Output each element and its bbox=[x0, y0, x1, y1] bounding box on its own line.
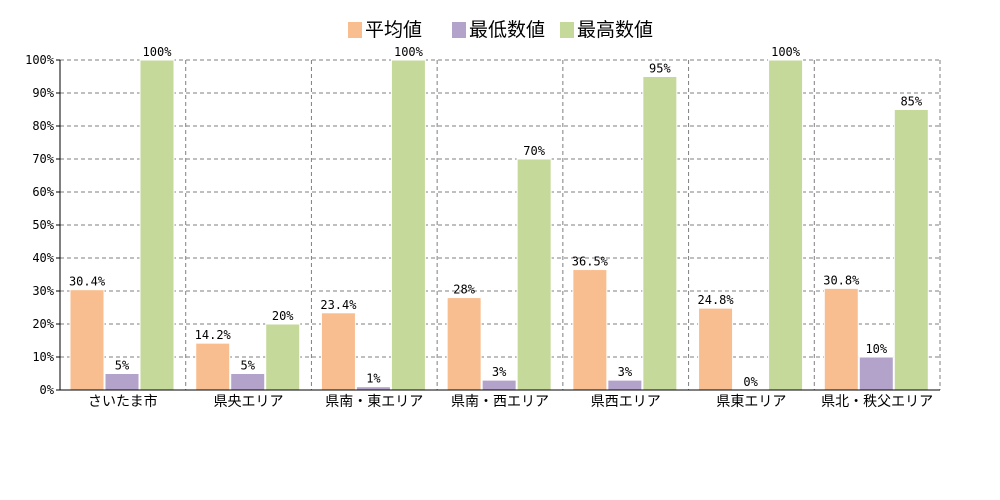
legend: 平均値 最低数値 最高数値 bbox=[348, 19, 653, 41]
bars bbox=[69, 59, 929, 391]
data-label: 3% bbox=[492, 365, 507, 379]
y-tick-label: 80% bbox=[32, 119, 54, 133]
bar bbox=[139, 59, 175, 391]
data-label: 30.8% bbox=[823, 273, 860, 287]
bar bbox=[481, 379, 517, 391]
legend-swatch bbox=[560, 22, 574, 38]
x-tick-label: 県北・秩父エリア bbox=[821, 394, 933, 410]
data-label: 1% bbox=[366, 372, 381, 386]
y-axis: 0% 10% 20% 30% 40% 50% 60% 70% 80% 90% 100% bbox=[25, 53, 61, 397]
data-label: 0% bbox=[743, 375, 758, 389]
data-label: 5% bbox=[240, 359, 255, 373]
data-label: 24.8% bbox=[698, 293, 735, 307]
y-tick-label: 90% bbox=[32, 86, 54, 100]
bar bbox=[230, 373, 266, 391]
y-tick-label: 10% bbox=[32, 350, 54, 364]
y-tick-label: 40% bbox=[32, 251, 54, 265]
data-label: 95% bbox=[649, 62, 671, 76]
legend-swatch bbox=[452, 22, 466, 38]
bar bbox=[768, 59, 804, 391]
bar bbox=[516, 158, 552, 391]
bar bbox=[390, 59, 426, 391]
bar bbox=[698, 307, 734, 391]
bar bbox=[104, 373, 140, 391]
y-tick-label: 60% bbox=[32, 185, 54, 199]
y-tick-label: 30% bbox=[32, 284, 54, 298]
data-label: 100% bbox=[771, 45, 801, 59]
data-label: 14.2% bbox=[195, 328, 232, 342]
legend-label: 平均値 bbox=[365, 19, 422, 41]
bar bbox=[446, 297, 482, 391]
data-label: 36.5% bbox=[572, 255, 609, 269]
y-tick-label: 20% bbox=[32, 317, 54, 331]
data-label: 10% bbox=[865, 342, 887, 356]
legend-swatch bbox=[348, 22, 362, 38]
bar bbox=[642, 76, 678, 391]
y-tick-label: 100% bbox=[25, 53, 55, 67]
x-tick-label: 県西エリア bbox=[591, 394, 661, 410]
bar bbox=[858, 356, 894, 391]
data-label: 28% bbox=[453, 283, 475, 297]
data-label: 5% bbox=[115, 359, 130, 373]
x-tick-label: 県南・東エリア bbox=[325, 394, 423, 410]
y-tick-label: 0% bbox=[40, 383, 55, 397]
bar bbox=[69, 289, 105, 391]
bar bbox=[320, 312, 356, 391]
data-label: 85% bbox=[900, 95, 922, 109]
grid bbox=[60, 59, 941, 390]
x-tick-label: 県央エリア bbox=[214, 394, 284, 410]
data-label: 30.4% bbox=[69, 275, 106, 289]
bar bbox=[823, 287, 859, 391]
data-label: 3% bbox=[618, 365, 633, 379]
y-tick-label: 50% bbox=[32, 218, 54, 232]
bar bbox=[572, 269, 608, 391]
data-label: 23.4% bbox=[320, 298, 357, 312]
x-tick-label: 県東エリア bbox=[716, 394, 786, 410]
legend-label: 最低数値 bbox=[469, 19, 545, 41]
bar bbox=[265, 323, 301, 391]
legend-label: 最高数値 bbox=[577, 19, 653, 41]
data-label: 100% bbox=[143, 45, 173, 59]
x-tick-label: 県南・西エリア bbox=[451, 394, 549, 410]
y-tick-label: 70% bbox=[32, 152, 54, 166]
data-label: 70% bbox=[523, 144, 545, 158]
data-label: 20% bbox=[272, 309, 294, 323]
x-axis: さいたま市 県央エリア 県南・東エリア 県南・西エリア 県西エリア 県東エリア 県北・秩父エ… bbox=[60, 389, 940, 410]
bar bbox=[607, 379, 643, 391]
x-tick-label: さいたま市 bbox=[88, 393, 158, 410]
data-labels: 30.4% 5% 100% 14.2% 5% 20% 23.4% 1% 100% 28% 3% 70%… bbox=[69, 45, 923, 389]
bar bbox=[195, 342, 231, 391]
bar bbox=[893, 109, 929, 391]
data-label: 100% bbox=[394, 45, 424, 59]
